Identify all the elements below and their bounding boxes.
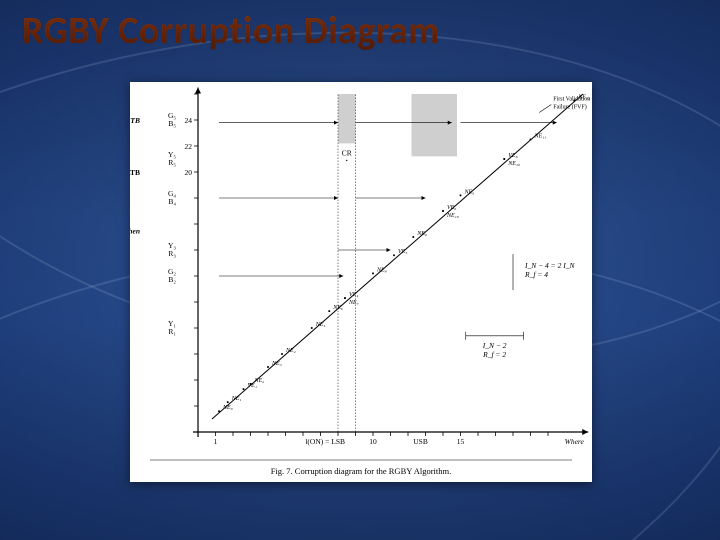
svg-text:R_f = 2: R_f = 2	[482, 350, 506, 359]
svg-text:R_f = 4: R_f = 4	[524, 270, 548, 279]
svg-text:NE₂: NE₂	[254, 378, 265, 384]
svg-text:Where: Where	[565, 437, 585, 446]
svg-text:NE₉: NE₉	[464, 189, 475, 195]
svg-text:15: 15	[457, 437, 465, 446]
svg-text:Failure (FVF): Failure (FVF)	[553, 104, 587, 111]
svg-text:NE₁: NE₁	[231, 396, 242, 402]
svg-text:CR: CR	[342, 148, 352, 157]
svg-text:24: 24	[185, 116, 193, 125]
svg-text:NE₅: NE₅	[315, 322, 326, 328]
svg-text:Fig. 7. Corruption diagram f: Fig. 7. Corruption diagram for the RGBY …	[271, 466, 452, 476]
svg-text:l(FVF) = UTB: l(FVF) = UTB	[130, 116, 140, 125]
slide-title: RGBY Corruption Diagram	[22, 8, 440, 54]
svg-text:USB: USB	[413, 437, 428, 446]
svg-text:NE₃: NE₃	[271, 361, 282, 367]
svg-text:NE₁₀: NE₁₀	[507, 161, 520, 167]
svg-text:NE₀: NE₀	[222, 405, 233, 411]
svg-text:20: 20	[185, 168, 193, 177]
svg-text:R₁: R₁	[168, 327, 176, 336]
svg-text:I_N − 4 = 2 I_N: I_N − 4 = 2 I_N	[524, 261, 575, 270]
svg-text:10: 10	[369, 437, 377, 446]
svg-text:22: 22	[185, 142, 193, 151]
svg-text:LTB: LTB	[130, 168, 140, 177]
svg-text:B₄: B₄	[168, 197, 176, 206]
svg-text:B₂: B₂	[168, 275, 176, 284]
svg-text:NE₄: NE₄	[285, 348, 296, 354]
svg-text:NE₆: NE₆	[332, 305, 343, 311]
svg-text:VE₅: VE₅	[398, 249, 407, 255]
svg-text:B₅: B₅	[168, 119, 176, 128]
svg-text:R₅: R₅	[168, 158, 176, 167]
svg-text:NE₁₁: NE₁₁	[534, 134, 547, 140]
svg-text:When: When	[130, 227, 140, 236]
svg-text:NE₇: NE₇	[348, 300, 359, 306]
svg-text:NE₉: NE₉	[416, 231, 427, 237]
svg-text:VE₈: VE₈	[508, 153, 517, 159]
svg-text:VE₁: VE₁	[248, 383, 257, 389]
svg-text:l(ON) = LSB: l(ON) = LSB	[305, 437, 345, 446]
slide-root: RGBY Corruption Diagram CR 1 10 15 l(ON) = L…	[0, 0, 720, 540]
svg-text:VE₄: VE₄	[349, 292, 358, 298]
svg-text:NE₁₀: NE₁₀	[446, 213, 459, 219]
corruption-diagram: CR11015l(ON) = LSBUSBWhere202224G₅B₅l(FV…	[130, 82, 592, 482]
svg-text:1: 1	[214, 437, 218, 446]
svg-text:R₃: R₃	[168, 249, 176, 258]
figure-container: CR11015l(ON) = LSBUSBWhere202224G₅B₅l(FV…	[130, 82, 592, 482]
svg-text:I_N − 2: I_N − 2	[482, 341, 507, 350]
svg-text:First Validation: First Validation	[553, 97, 590, 103]
svg-text:NE₈: NE₈	[376, 267, 387, 273]
svg-text:VE₆: VE₆	[447, 205, 456, 211]
